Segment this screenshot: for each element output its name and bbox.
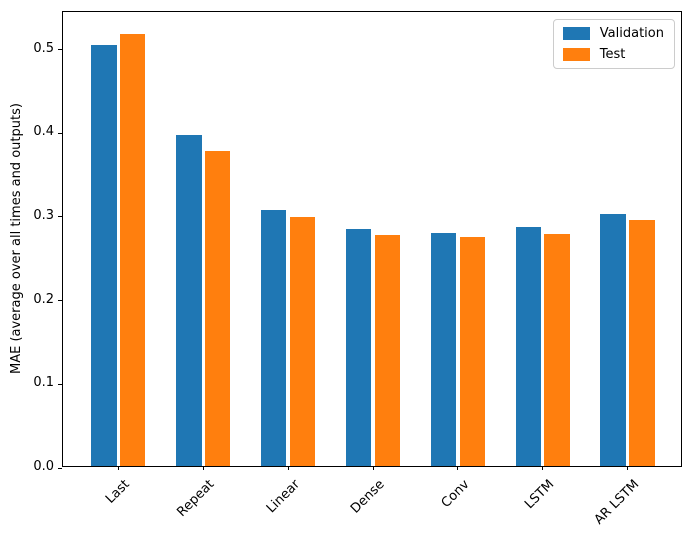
y-axis-label: MAE (average over all times and outputs) (9, 103, 24, 375)
x-tick-mark (202, 466, 204, 470)
y-tick-label: 0.1 (33, 375, 54, 391)
bar-validation-conv (430, 232, 457, 466)
x-tick-mark (287, 466, 289, 470)
bar-validation-repeat (176, 134, 202, 466)
y-tick-label: 0.2 (33, 291, 54, 307)
legend-item-validation: Validation (562, 26, 664, 41)
legend-label-validation: Validation (599, 26, 664, 41)
x-tick-label-lstm: LSTM (522, 477, 558, 513)
legend: Validation Test (552, 19, 675, 69)
y-tick-mark (58, 467, 62, 469)
y-tick-mark (58, 383, 62, 385)
y-tick-label: 0.3 (33, 207, 54, 223)
x-tick-label-last: Last (103, 477, 133, 507)
bar-validation-lstm (515, 226, 542, 466)
bar-validation-linear (260, 209, 287, 466)
legend-label-test: Test (599, 47, 626, 62)
x-tick-mark (542, 466, 544, 470)
bar-test-conv (459, 236, 486, 466)
x-tick-label-conv: Conv (438, 477, 473, 511)
y-tick-mark (58, 300, 62, 302)
legend-swatch-test (562, 48, 590, 61)
bar-test-dense (374, 235, 401, 466)
y-tick-label: 0.5 (33, 40, 54, 56)
x-tick-mark (117, 466, 119, 470)
x-tick-mark (372, 466, 374, 470)
y-tick-mark (58, 49, 62, 51)
y-tick-mark (58, 132, 62, 134)
bar-test-ar-lstm (629, 220, 655, 466)
x-tick-label-linear: Linear (263, 477, 303, 517)
bar-validation-last (91, 45, 117, 466)
y-tick-label: 0.4 (33, 124, 54, 140)
x-tick-label-ar-lstm: AR LSTM (591, 477, 643, 528)
bar-test-lstm (544, 234, 570, 466)
bar-test-linear (289, 216, 316, 466)
y-tick-mark (58, 216, 62, 218)
legend-swatch-validation (562, 27, 590, 40)
bar-test-last (120, 34, 146, 466)
bar-validation-ar-lstm (600, 214, 626, 466)
plot-area: Validation Test (58, 11, 682, 470)
legend-item-test: Test (562, 47, 664, 62)
x-tick-mark (457, 466, 459, 470)
y-tick-label: 0.0 (33, 459, 54, 474)
x-tick-label-repeat: Repeat (174, 477, 218, 520)
x-tick-mark (627, 466, 629, 470)
bar-validation-dense (345, 229, 372, 466)
x-tick-label-dense: Dense (347, 477, 388, 517)
bar-test-repeat (204, 150, 231, 466)
